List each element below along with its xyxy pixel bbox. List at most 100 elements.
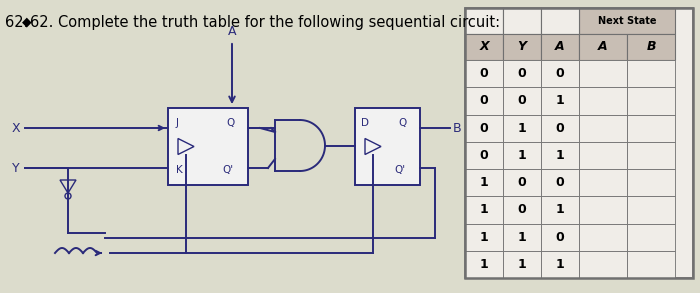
Text: 1: 1 [517,149,526,162]
Text: 1: 1 [517,122,526,134]
Text: X: X [12,122,20,134]
Text: 0: 0 [556,231,564,243]
Text: D: D [361,118,369,128]
Text: A: A [598,40,608,54]
Bar [503,196,541,224]
Bar [627,87,675,115]
Bar [465,142,503,169]
Bar [627,142,675,169]
Text: J: J [176,118,179,128]
Bar [579,251,627,278]
Text: X: X [480,40,489,54]
Polygon shape [178,139,194,154]
Text: B: B [646,40,656,54]
Bar [541,87,579,115]
Bar [627,224,675,251]
Bar [465,87,503,115]
Bar [627,34,675,60]
Polygon shape [60,180,76,193]
Bar [503,142,541,169]
Bar [627,251,675,278]
Bar [503,115,541,142]
Text: K: K [176,165,183,175]
Bar [465,8,693,278]
Bar [355,108,420,185]
Bar [503,169,541,196]
Text: 0: 0 [517,176,526,189]
Text: 0: 0 [480,122,489,134]
Text: 1: 1 [556,149,564,162]
Bar [579,8,675,34]
Bar [541,142,579,169]
Bar [579,196,627,224]
Bar [503,60,541,87]
Bar [579,169,627,196]
Bar [627,60,675,87]
Bar [465,8,503,34]
Text: Q: Q [398,118,406,128]
Text: 1: 1 [480,258,489,271]
Bar [541,115,579,142]
Text: 1: 1 [556,94,564,107]
Bar [465,169,503,196]
Text: 1: 1 [517,258,526,271]
Bar [541,251,579,278]
Bar [465,224,503,251]
Bar [541,196,579,224]
Polygon shape [365,139,381,154]
Bar [541,169,579,196]
Text: Next State: Next State [598,16,657,26]
Text: 0: 0 [517,203,526,216]
Bar [503,224,541,251]
Bar [541,224,579,251]
Bar [627,169,675,196]
Bar [465,34,503,60]
Text: Q': Q' [394,165,405,175]
Bar [465,60,503,87]
Bar [579,224,627,251]
Bar [627,196,675,224]
Bar [168,108,248,185]
Text: ◆: ◆ [22,15,32,28]
Text: 0: 0 [556,122,564,134]
Text: 0: 0 [480,149,489,162]
Text: 62. Complete the truth table for the following sequential circuit:: 62. Complete the truth table for the fol… [30,15,500,30]
Bar [503,34,541,60]
Bar [541,60,579,87]
Text: 0: 0 [556,67,564,80]
Text: Q': Q' [222,165,233,175]
Text: 1: 1 [556,203,564,216]
Bar [627,115,675,142]
Text: 1: 1 [480,231,489,243]
Text: Q: Q [226,118,234,128]
Circle shape [65,193,71,199]
Text: 1: 1 [556,258,564,271]
Bar [541,34,579,60]
Text: A: A [228,25,237,38]
Text: 1: 1 [480,203,489,216]
Text: 0: 0 [556,176,564,189]
Text: 1: 1 [517,231,526,243]
Bar [579,34,627,60]
Bar [579,60,627,87]
Text: Y: Y [517,40,526,54]
Text: 0: 0 [517,94,526,107]
Text: B: B [453,122,461,134]
Bar [503,8,541,34]
Bar [465,8,693,278]
Bar [503,87,541,115]
Bar [579,142,627,169]
Text: 62.: 62. [5,15,33,30]
Bar [465,115,503,142]
Bar [541,8,579,34]
Text: 0: 0 [517,67,526,80]
Text: A: A [555,40,565,54]
Text: 0: 0 [480,67,489,80]
Text: Y: Y [12,161,20,175]
Bar [465,196,503,224]
Bar [579,87,627,115]
Text: 1: 1 [480,176,489,189]
Text: 0: 0 [480,94,489,107]
Bar [465,251,503,278]
Bar [503,251,541,278]
